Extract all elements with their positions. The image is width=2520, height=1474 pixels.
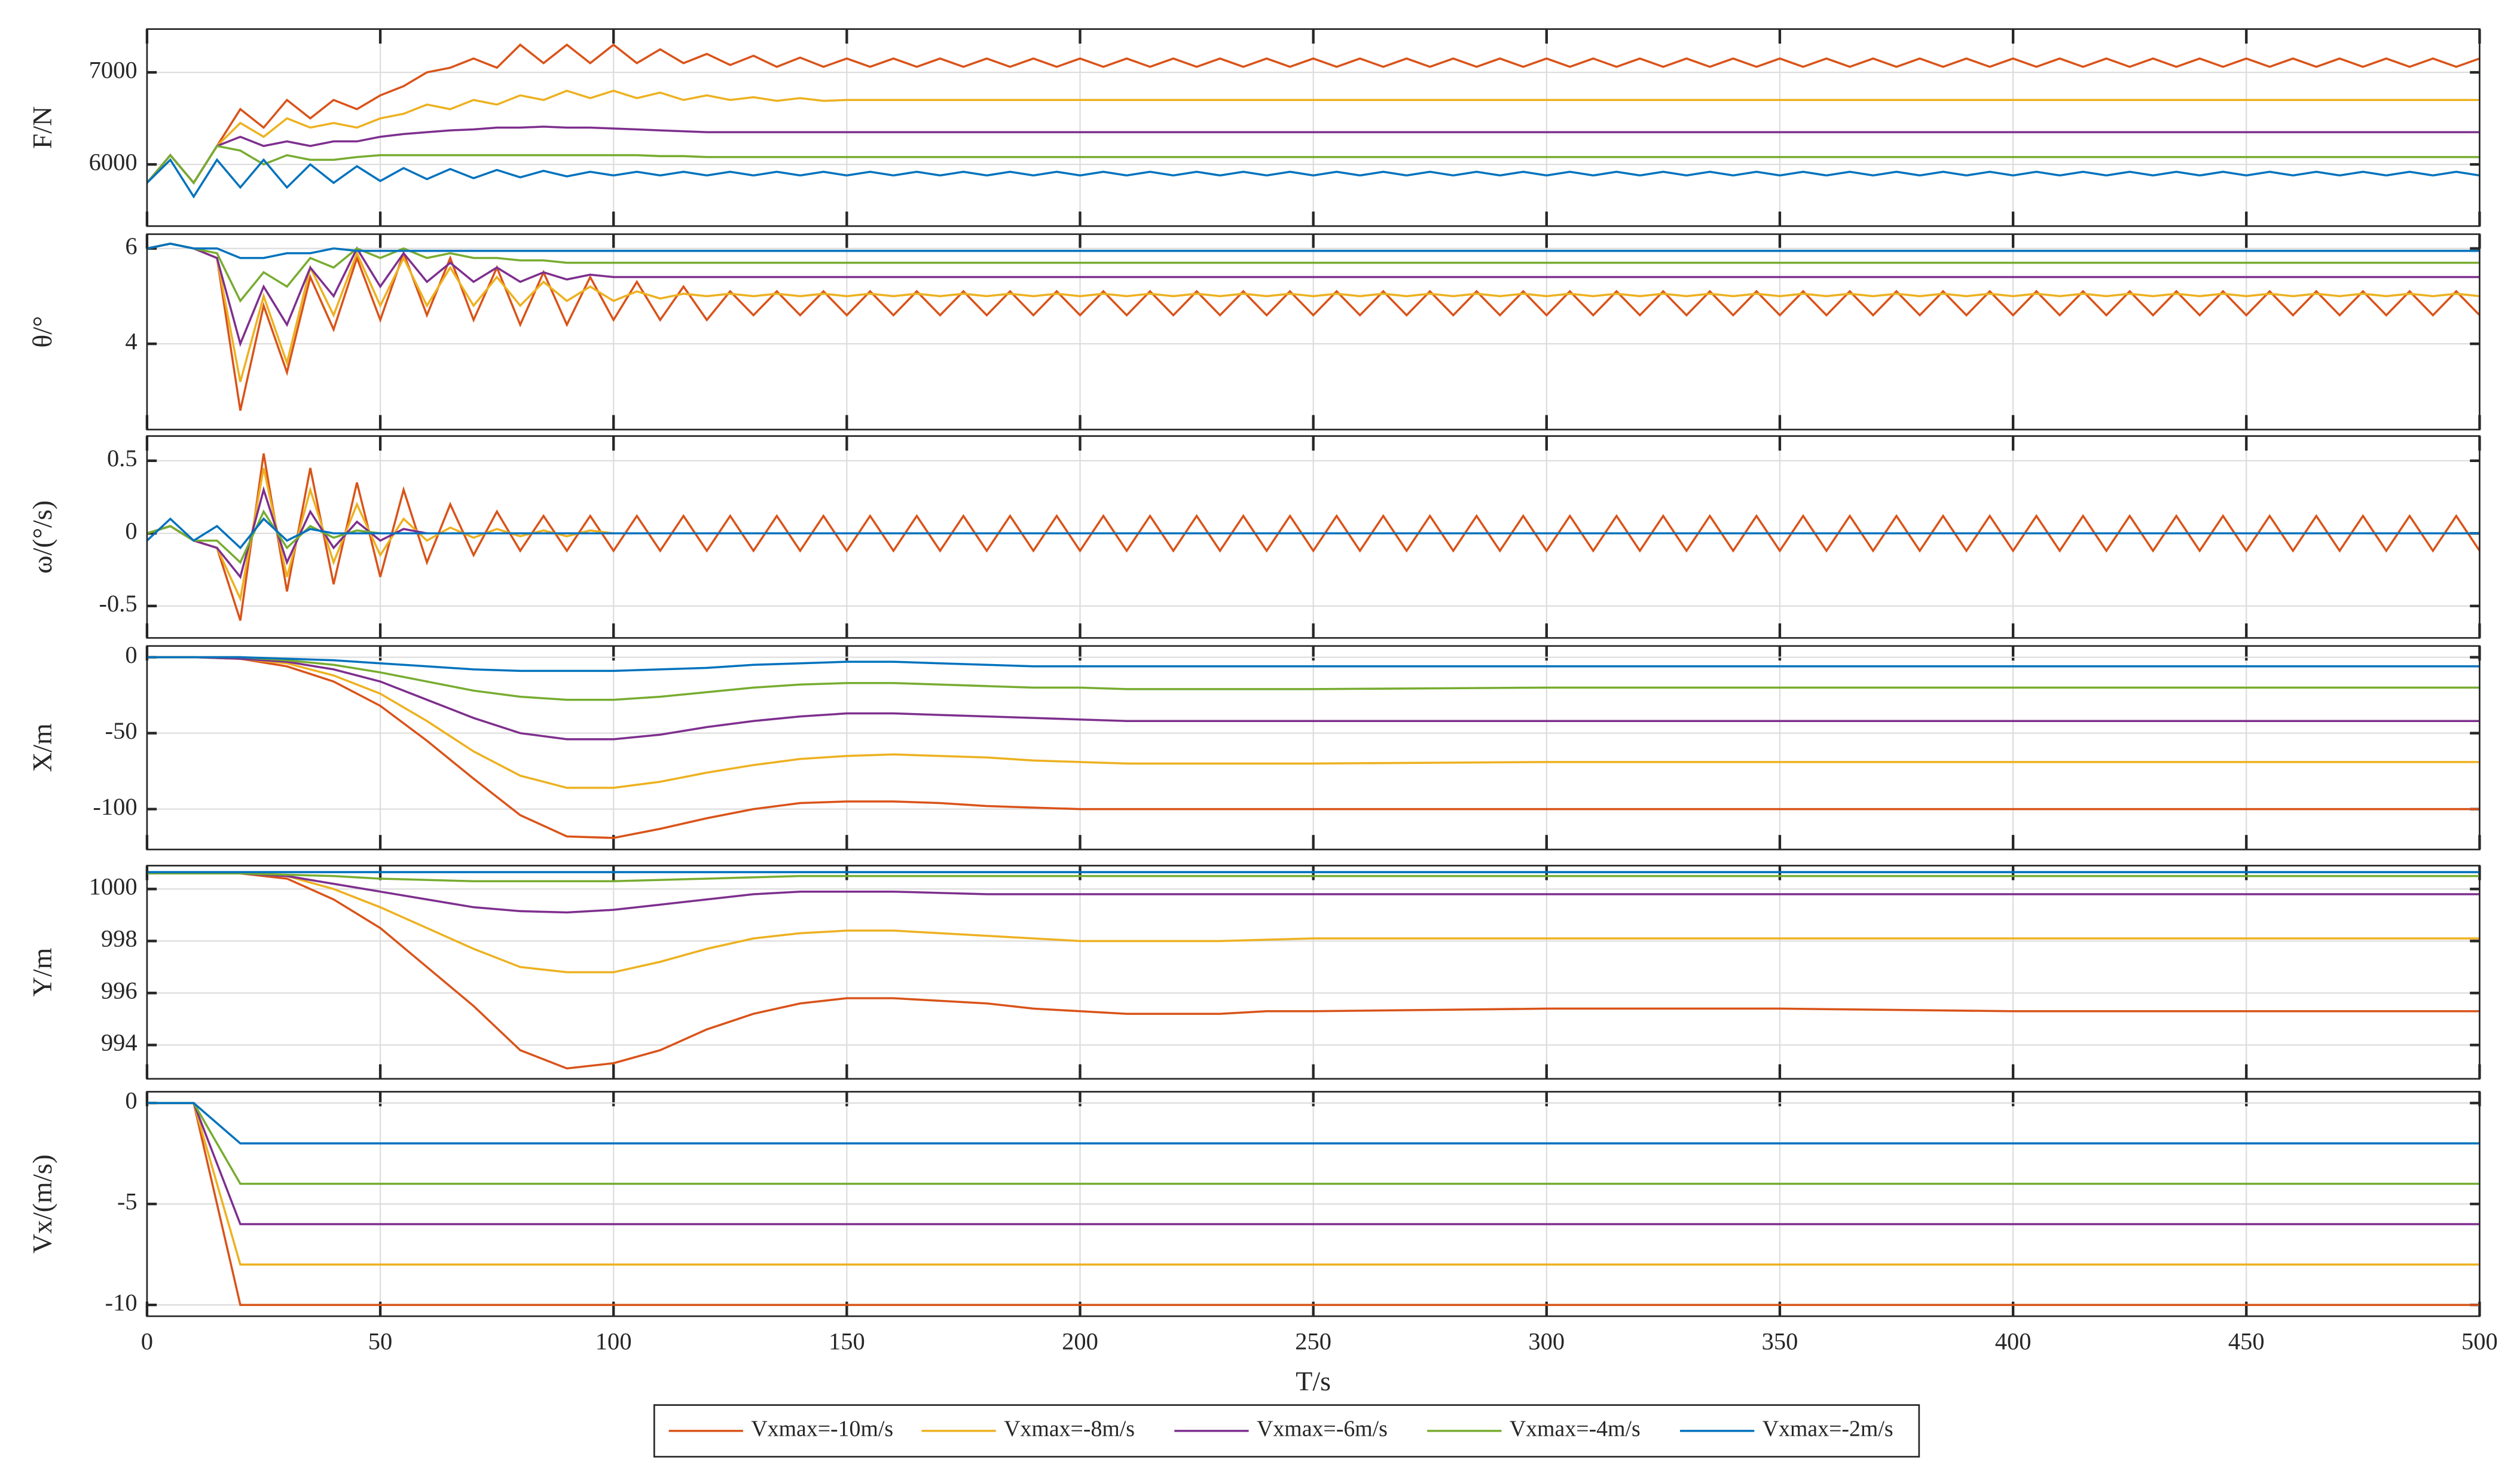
- series-line: [146, 242, 2480, 303]
- series-line: [146, 145, 2480, 185]
- x-axis-label: T/s: [1296, 1366, 1331, 1396]
- legend-label: Vxmax=-4m/s: [1510, 1417, 1641, 1442]
- y-tick-label: -5: [117, 1188, 138, 1215]
- series-line: [146, 872, 2480, 974]
- x-tick-label: 250: [1295, 1328, 1331, 1354]
- y-axis-label: ω/(°/s): [27, 500, 57, 574]
- y-tick-label: 0: [125, 641, 137, 668]
- plot-frame: [146, 864, 2481, 1080]
- series-line: [146, 656, 2480, 672]
- y-tick-label: -0.5: [99, 590, 138, 617]
- y-axis-label: X/m: [27, 723, 57, 772]
- y-tick-label: -50: [105, 717, 138, 744]
- y-tick-label: 996: [101, 977, 138, 1004]
- y-axis-label: Vx/(m/s): [27, 1154, 57, 1253]
- x-tick-label: 100: [595, 1328, 632, 1354]
- series-line: [146, 242, 2480, 259]
- series-line: [146, 517, 2480, 550]
- legend-label: Vxmax=-8m/s: [1004, 1417, 1135, 1442]
- x-tick-label: 0: [141, 1328, 153, 1354]
- y-tick-label: 0: [125, 1087, 137, 1114]
- x-tick-label: 500: [2461, 1328, 2498, 1354]
- y-tick-label: 6000: [89, 148, 138, 175]
- plot-frame: [146, 233, 2481, 431]
- series-line: [146, 1102, 2480, 1145]
- plot-frame: [146, 28, 2481, 227]
- x-tick-label: 200: [1062, 1328, 1098, 1354]
- series-line: [146, 242, 2480, 383]
- x-tick-label: 300: [1528, 1328, 1565, 1354]
- series-line: [146, 872, 2480, 1070]
- y-tick-label: 6: [125, 233, 137, 259]
- legend-label: Vxmax=-6m/s: [1257, 1417, 1388, 1442]
- y-tick-label: -10: [105, 1289, 138, 1316]
- x-tick-label: 350: [1762, 1328, 1798, 1354]
- y-tick-label: 0.5: [107, 445, 138, 472]
- series-line: [146, 656, 2480, 701]
- series-line: [146, 453, 2480, 621]
- y-tick-label: 0: [125, 518, 137, 545]
- series-line: [146, 89, 2480, 185]
- series-line: [146, 872, 2480, 883]
- series-line: [146, 43, 2480, 185]
- plot-frame: [146, 435, 2481, 639]
- x-tick-label: 150: [829, 1328, 865, 1354]
- y-axis-label: Y/m: [27, 948, 57, 997]
- y-tick-label: -100: [93, 793, 137, 820]
- series-line: [146, 158, 2480, 199]
- legend-label: Vxmax=-10m/s: [751, 1417, 893, 1442]
- series-line: [146, 656, 2480, 839]
- y-axis-label: θ/°: [27, 316, 57, 348]
- series-line: [146, 656, 2480, 741]
- y-tick-label: 4: [125, 328, 137, 354]
- x-tick-label: 50: [368, 1328, 393, 1354]
- series-line: [146, 242, 2480, 347]
- plot-frame: [146, 1091, 2481, 1317]
- y-tick-label: 7000: [89, 56, 138, 83]
- series-line: [146, 126, 2480, 185]
- y-tick-label: 994: [101, 1029, 138, 1056]
- legend-label: Vxmax=-2m/s: [1763, 1417, 1893, 1442]
- x-tick-label: 400: [1995, 1328, 2032, 1354]
- series-line: [146, 656, 2480, 789]
- series-line: [146, 872, 2480, 914]
- y-tick-label: 998: [101, 925, 138, 952]
- y-tick-label: 1000: [89, 873, 138, 900]
- y-axis-label: F/N: [27, 106, 57, 149]
- plot-frame: [146, 645, 2481, 851]
- x-tick-label: 450: [2228, 1328, 2265, 1354]
